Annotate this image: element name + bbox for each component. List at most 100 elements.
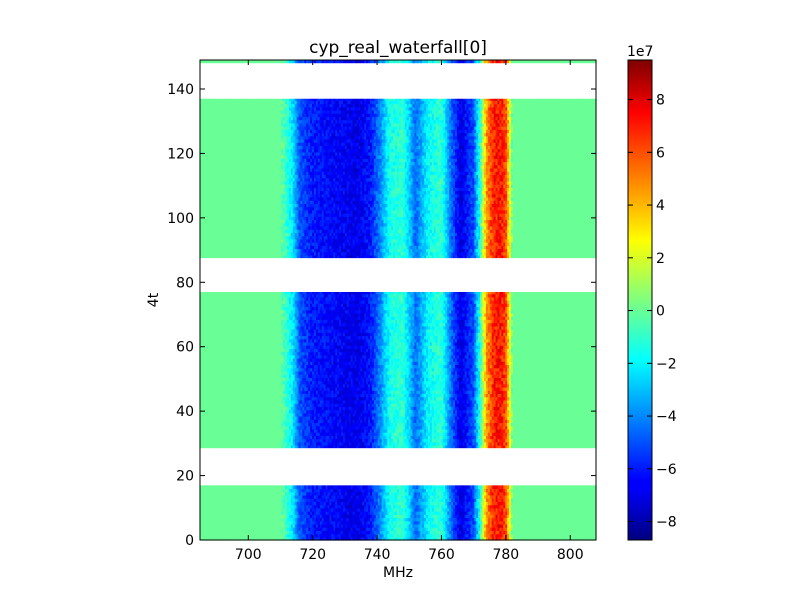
- waterfall-cell: [520, 511, 524, 515]
- waterfall-cell: [454, 501, 458, 506]
- waterfall-cell: [536, 533, 539, 538]
- waterfall-cell: [470, 491, 473, 496]
- waterfall-cell: [223, 511, 226, 515]
- waterfall-cell: [315, 507, 319, 512]
- waterfall-cell: [499, 530, 502, 535]
- waterfall-cell: [478, 533, 481, 538]
- waterfall-cell: [530, 507, 533, 512]
- waterfall-cell: [397, 491, 400, 496]
- waterfall-cell: [256, 488, 259, 493]
- waterfall-cell: [252, 491, 255, 496]
- waterfall-cell: [460, 530, 464, 535]
- waterfall-cell: [408, 527, 412, 531]
- waterfall-cell: [470, 536, 473, 541]
- waterfall-cell: [317, 491, 321, 496]
- waterfall-cell: [520, 523, 524, 528]
- waterfall-cell: [429, 488, 433, 493]
- waterfall-cell: [286, 504, 290, 509]
- waterfall-cell: [323, 504, 327, 509]
- waterfall-cell: [447, 523, 450, 528]
- waterfall-cell: [454, 498, 458, 502]
- waterfall-cell: [283, 523, 286, 528]
- waterfall-cell: [422, 527, 425, 531]
- waterfall-cell: [487, 491, 491, 496]
- waterfall-cell: [499, 520, 502, 525]
- waterfall-cell: [536, 488, 539, 493]
- waterfall-cell: [271, 498, 274, 502]
- waterfall-cell: [362, 504, 365, 509]
- waterfall-cell: [275, 498, 278, 502]
- waterfall-cell: [526, 523, 529, 528]
- waterfall-cell: [563, 533, 566, 538]
- waterfall-cell: [476, 507, 479, 512]
- waterfall-cell: [567, 517, 570, 522]
- waterfall-cell: [551, 504, 555, 509]
- waterfall-cell: [514, 523, 518, 528]
- waterfall-cell: [356, 498, 359, 502]
- waterfall-cell: [545, 494, 549, 499]
- waterfall-cell: [493, 507, 497, 512]
- waterfall-cell: [203, 488, 207, 493]
- waterfall-cell: [431, 488, 435, 493]
- waterfall-cell: [549, 536, 553, 541]
- waterfall-cell: [201, 488, 205, 493]
- waterfall-cell: [391, 533, 394, 538]
- waterfall-cell: [348, 504, 352, 509]
- waterfall-cell: [524, 527, 528, 531]
- waterfall-cell: [482, 507, 485, 512]
- waterfall-cell: [406, 517, 410, 522]
- waterfall-cell: [497, 517, 501, 522]
- waterfall-cell: [470, 527, 473, 531]
- waterfall-cell: [427, 517, 431, 522]
- waterfall-cell: [259, 520, 263, 525]
- waterfall-cell: [335, 501, 338, 506]
- waterfall-cell: [207, 517, 211, 522]
- waterfall-cell: [495, 511, 499, 515]
- waterfall-cell: [565, 536, 568, 541]
- waterfall-cell: [453, 491, 456, 496]
- waterfall-cell: [377, 504, 381, 509]
- waterfall-cell: [296, 536, 300, 541]
- waterfall-cell: [236, 536, 240, 541]
- waterfall-cell: [281, 504, 284, 509]
- waterfall-cell: [240, 530, 244, 535]
- waterfall-cell: [439, 536, 443, 541]
- waterfall-cell: [236, 520, 240, 525]
- waterfall-cell: [364, 494, 367, 499]
- waterfall-cell: [285, 527, 288, 531]
- waterfall-cell: [480, 488, 483, 493]
- waterfall-cell: [402, 520, 406, 525]
- waterfall-cell: [341, 488, 344, 493]
- waterfall-cell: [422, 523, 425, 528]
- waterfall-cell: [398, 536, 402, 541]
- waterfall-cell: [468, 536, 472, 541]
- waterfall-cell: [263, 520, 267, 525]
- waterfall-cell: [522, 517, 526, 522]
- waterfall-cell: [221, 504, 224, 509]
- waterfall-cell: [252, 523, 255, 528]
- waterfall-cell: [516, 498, 520, 502]
- waterfall-cell: [462, 511, 466, 515]
- waterfall-cell: [570, 523, 574, 528]
- waterfall-cell: [259, 501, 263, 506]
- waterfall-cell: [256, 530, 259, 535]
- waterfall-cell: [306, 488, 309, 493]
- waterfall-cell: [362, 517, 365, 522]
- waterfall-cell: [366, 533, 369, 538]
- waterfall-cell: [381, 517, 385, 522]
- waterfall-cell: [317, 498, 321, 502]
- waterfall-cell: [441, 536, 444, 541]
- waterfall-cell: [445, 494, 448, 499]
- waterfall-cell: [462, 514, 466, 519]
- waterfall-cell: [578, 514, 582, 519]
- waterfall-cell: [201, 511, 205, 515]
- waterfall-cell: [261, 511, 265, 515]
- waterfall-cell: [362, 491, 365, 496]
- waterfall-cell: [298, 501, 302, 506]
- waterfall-cell: [398, 527, 402, 531]
- waterfall-cell: [366, 507, 369, 512]
- waterfall-cell: [286, 507, 290, 512]
- waterfall-cell: [435, 530, 439, 535]
- waterfall-cell: [344, 504, 348, 509]
- waterfall-cell: [408, 514, 412, 519]
